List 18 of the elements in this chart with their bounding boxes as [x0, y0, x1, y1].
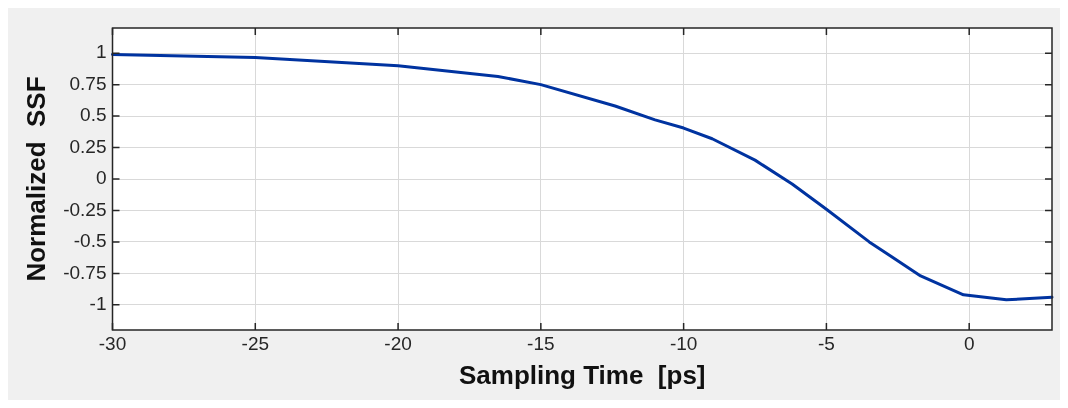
- y-tick-label: 0.25: [69, 135, 107, 157]
- x-tick-label: -10: [669, 332, 698, 354]
- y-tick-label: -0.75: [63, 261, 107, 283]
- y-tick-label: 0.5: [80, 104, 107, 126]
- x-tick-label: -5: [817, 332, 835, 354]
- y-axis-title: Normalized SSF: [20, 76, 51, 282]
- x-tick-label: -30: [98, 332, 127, 354]
- y-tick-label: 1: [95, 41, 107, 63]
- y-tick-label: 0: [95, 167, 107, 189]
- y-tick-label: -1: [89, 293, 107, 315]
- y-tick-label: 0.75: [69, 72, 107, 94]
- x-tick-label: 0: [963, 332, 975, 354]
- x-tick-label: -15: [527, 332, 555, 354]
- x-tick-label: -25: [241, 332, 270, 354]
- y-tick-label: -0.5: [73, 230, 107, 252]
- y-tick-label: -0.25: [63, 198, 107, 220]
- x-tick-label: -20: [384, 332, 412, 354]
- x-axis-title: Sampling Time [ps]: [458, 359, 706, 390]
